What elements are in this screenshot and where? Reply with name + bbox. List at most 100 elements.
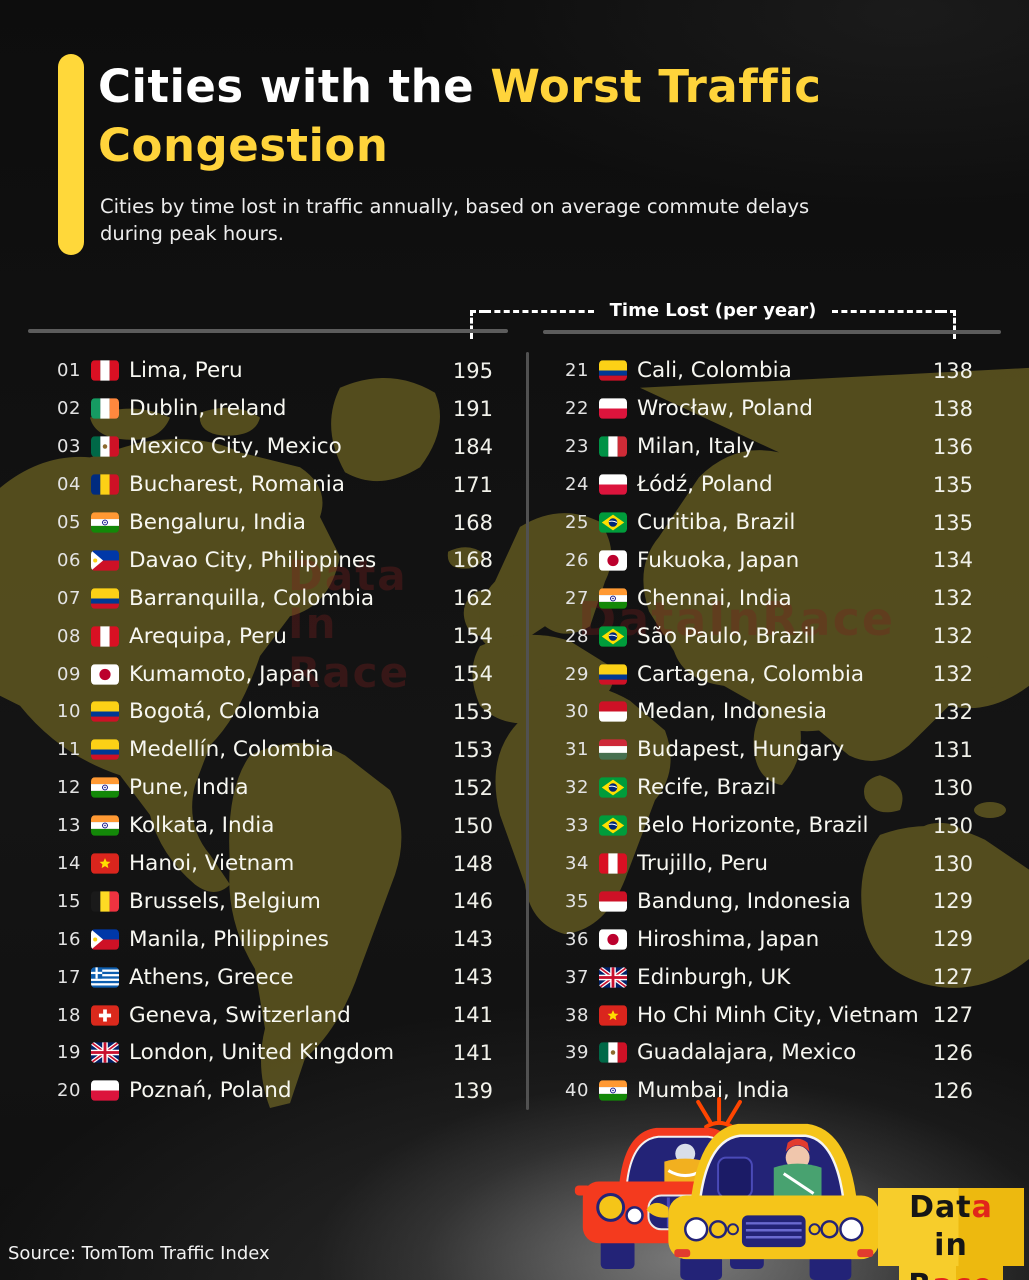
- flag-icon-be: [91, 891, 119, 912]
- brand-logo-text: Dat: [909, 1190, 972, 1225]
- rank-number: 13: [57, 815, 81, 837]
- flag-icon-co: [599, 360, 627, 382]
- city-label: Kolkata, India: [129, 813, 275, 839]
- rank-number: 02: [57, 398, 81, 420]
- list-item: 19 London, United Kingdom 141: [57, 1034, 493, 1072]
- city-label: Hanoi, Vietnam: [129, 851, 295, 877]
- time-lost-value: 154: [452, 662, 493, 687]
- rank-number: 04: [57, 474, 81, 496]
- time-lost-value: 168: [452, 510, 493, 535]
- rank-number: 16: [57, 928, 81, 950]
- rank-number: 31: [565, 739, 589, 761]
- list-item: 17 Athens, Greece 143: [57, 958, 493, 996]
- flag-icon-br: [599, 625, 627, 647]
- city-label: Trujillo, Peru: [637, 851, 769, 877]
- time-lost-value: 131: [932, 737, 973, 762]
- list-item: 29 Cartagena, Colombia 132: [565, 655, 973, 693]
- list-item: 02 Dublin, Ireland 191: [57, 390, 493, 428]
- page-title: Cities with the Worst Traffic Congestion: [98, 58, 846, 175]
- flag-icon-pe: [91, 360, 119, 382]
- flag-icon-ph: [91, 929, 119, 950]
- brand-logo-text: R: [908, 1268, 932, 1280]
- rank-number: 14: [57, 853, 81, 875]
- time-lost-value: 126: [932, 1040, 973, 1065]
- rank-number: 24: [565, 474, 589, 496]
- flag-icon-jp: [599, 929, 627, 950]
- list-item: 37 Edinburgh, UK 127: [565, 958, 973, 996]
- city-label: Recife, Brazil: [637, 775, 777, 801]
- city-label: São Paulo, Brazil: [637, 623, 816, 649]
- flag-icon-br: [599, 815, 627, 836]
- list-item: 11 Medellín, Colombia 153: [57, 731, 493, 769]
- rank-number: 22: [565, 398, 589, 420]
- flag-icon-jp: [599, 550, 627, 571]
- rank-number: 37: [565, 966, 589, 988]
- bracket-dash-left: [485, 310, 594, 313]
- list-item: 31 Budapest, Hungary 131: [565, 731, 973, 769]
- rank-number: 07: [57, 587, 81, 609]
- list-item: 20 Poznań, Poland 139: [57, 1072, 493, 1110]
- time-lost-value: 138: [932, 358, 973, 383]
- time-lost-value: 132: [932, 662, 973, 687]
- list-item: 08 Arequipa, Peru 154: [57, 617, 493, 655]
- rank-number: 34: [565, 853, 589, 875]
- rank-number: 11: [57, 739, 81, 761]
- city-label: Curitiba, Brazil: [637, 510, 796, 535]
- rank-number: 15: [57, 890, 81, 912]
- rank-number: 18: [57, 1004, 81, 1026]
- time-lost-value: 148: [452, 851, 493, 876]
- rank-number: 35: [565, 890, 589, 912]
- bracket-dash-right: [832, 310, 942, 313]
- city-label: London, United Kingdom: [129, 1040, 395, 1066]
- list-item: 10 Bogotá, Colombia 153: [57, 693, 493, 731]
- list-item: 34 Trujillo, Peru 130: [565, 845, 973, 883]
- city-label: Davao City, Philippines: [129, 547, 377, 573]
- list-item: 39 Guadalajara, Mexico 126: [565, 1034, 973, 1072]
- rank-number: 29: [565, 663, 589, 685]
- time-lost-value: 168: [452, 548, 493, 573]
- rank-number: 09: [57, 663, 81, 685]
- flag-icon-co: [599, 663, 627, 685]
- time-lost-value: 195: [452, 358, 493, 383]
- rank-number: 19: [57, 1042, 81, 1064]
- city-label: Hiroshima, Japan: [637, 926, 820, 952]
- rank-number: 26: [565, 549, 589, 571]
- city-label: Arequipa, Peru: [129, 623, 287, 649]
- rank-number: 32: [565, 777, 589, 799]
- city-label: Chennai, India: [637, 585, 792, 611]
- flag-icon-pl: [91, 1080, 119, 1102]
- rank-number: 25: [565, 512, 589, 533]
- time-lost-value: 127: [932, 1003, 973, 1028]
- flag-icon-in: [91, 815, 119, 836]
- list-item: 25 Curitiba, Brazil 135: [565, 504, 973, 542]
- list-item: 09 Kumamoto, Japan 154: [57, 655, 493, 693]
- city-label: Mexico City, Mexico: [129, 434, 342, 460]
- flag-icon-co: [91, 701, 119, 723]
- rank-number: 27: [565, 587, 589, 609]
- time-lost-value: 154: [452, 624, 493, 649]
- list-item: 28 São Paulo, Brazil 132: [565, 617, 973, 655]
- time-lost-value: 129: [932, 889, 973, 914]
- city-label: Lima, Peru: [129, 358, 243, 384]
- flag-icon-ro: [91, 474, 119, 495]
- flag-icon-pl: [599, 474, 627, 495]
- brand-logo-text: in: [934, 1228, 968, 1263]
- flag-icon-mx: [599, 1042, 627, 1064]
- rank-number: 17: [57, 966, 81, 988]
- time-lost-value: 184: [452, 434, 493, 459]
- ranking-list-left: 01 Lima, Peru 195 02 Dublin, Ireland 191 03 Mex…: [57, 352, 493, 1110]
- rank-number: 21: [565, 360, 589, 382]
- list-item: 36 Hiroshima, Japan 129: [565, 920, 973, 958]
- rank-number: 12: [57, 777, 81, 799]
- brand-logo-line2: Race: [899, 1266, 1003, 1280]
- flag-icon-ch: [91, 1004, 119, 1026]
- time-lost-value: 153: [452, 699, 493, 724]
- rank-number: 28: [565, 625, 589, 647]
- rank-number: 20: [57, 1080, 81, 1102]
- flag-icon-vn: [91, 853, 119, 874]
- bracket-corner-left: [470, 310, 485, 339]
- city-label: Budapest, Hungary: [637, 737, 845, 763]
- list-item: 35 Bandung, Indonesia 129: [565, 882, 973, 920]
- rank-number: 39: [565, 1042, 589, 1064]
- city-label: Milan, Italy: [637, 434, 755, 460]
